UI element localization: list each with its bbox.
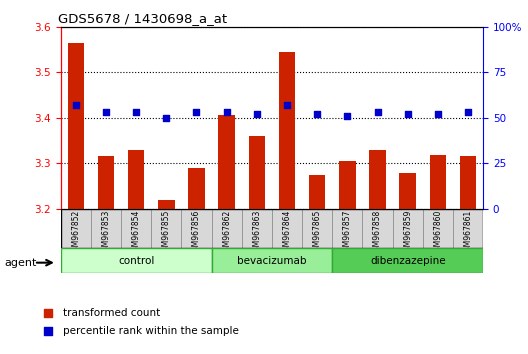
Bar	[128, 150, 145, 209]
Point	[252, 111, 261, 117]
Bar	[393, 209, 423, 248]
Point	[403, 111, 412, 117]
Text: dibenzazepine: dibenzazepine	[370, 256, 446, 266]
Point	[313, 111, 322, 117]
Bar	[430, 155, 446, 209]
Text: GDS5678 / 1430698_a_at: GDS5678 / 1430698_a_at	[58, 12, 227, 25]
Bar	[91, 209, 121, 248]
Bar	[399, 173, 416, 209]
Text: GSM967853: GSM967853	[101, 210, 110, 256]
Point	[433, 111, 442, 117]
Bar	[212, 209, 242, 248]
Bar	[302, 209, 332, 248]
Point	[283, 102, 291, 108]
Text: percentile rank within the sample: percentile rank within the sample	[63, 326, 239, 336]
Bar	[121, 209, 151, 248]
Bar	[453, 209, 483, 248]
Bar	[151, 209, 182, 248]
Text: GSM967861: GSM967861	[464, 210, 473, 256]
Bar	[188, 168, 205, 209]
Bar	[279, 52, 295, 209]
Bar	[460, 156, 476, 209]
Text: GSM967859: GSM967859	[403, 210, 412, 256]
Bar	[61, 248, 212, 273]
Point	[343, 113, 352, 119]
Text: GSM967860: GSM967860	[433, 210, 442, 256]
Text: GSM967854: GSM967854	[131, 210, 140, 256]
Point	[222, 109, 231, 115]
Bar	[249, 136, 265, 209]
Bar	[68, 42, 84, 209]
Text: GSM967864: GSM967864	[282, 210, 291, 256]
Text: GSM967856: GSM967856	[192, 210, 201, 256]
Text: GSM967863: GSM967863	[252, 210, 261, 256]
Bar	[272, 209, 302, 248]
Bar	[212, 248, 332, 273]
Bar	[61, 209, 91, 248]
Bar	[219, 115, 235, 209]
Bar	[362, 209, 393, 248]
Bar	[182, 209, 212, 248]
Point	[162, 115, 171, 120]
Point	[102, 109, 110, 115]
Text: GSM967862: GSM967862	[222, 210, 231, 256]
Point	[373, 109, 382, 115]
Bar	[309, 175, 325, 209]
Bar	[242, 209, 272, 248]
Text: control: control	[118, 256, 154, 266]
Point	[72, 102, 80, 108]
Bar	[332, 248, 483, 273]
Text: bevacizumab: bevacizumab	[237, 256, 307, 266]
Bar	[423, 209, 453, 248]
Text: GSM967865: GSM967865	[313, 210, 322, 256]
Text: GSM967858: GSM967858	[373, 210, 382, 256]
Text: agent: agent	[4, 258, 36, 268]
Bar	[332, 209, 362, 248]
Bar	[98, 156, 114, 209]
Point	[132, 109, 140, 115]
Bar	[369, 150, 386, 209]
Bar	[158, 200, 175, 209]
Bar	[339, 161, 356, 209]
Point	[192, 109, 201, 115]
Text: GSM967855: GSM967855	[162, 210, 171, 256]
Text: GSM967852: GSM967852	[71, 210, 80, 256]
Point	[464, 109, 472, 115]
Text: transformed count: transformed count	[63, 308, 161, 318]
Text: GSM967857: GSM967857	[343, 210, 352, 256]
